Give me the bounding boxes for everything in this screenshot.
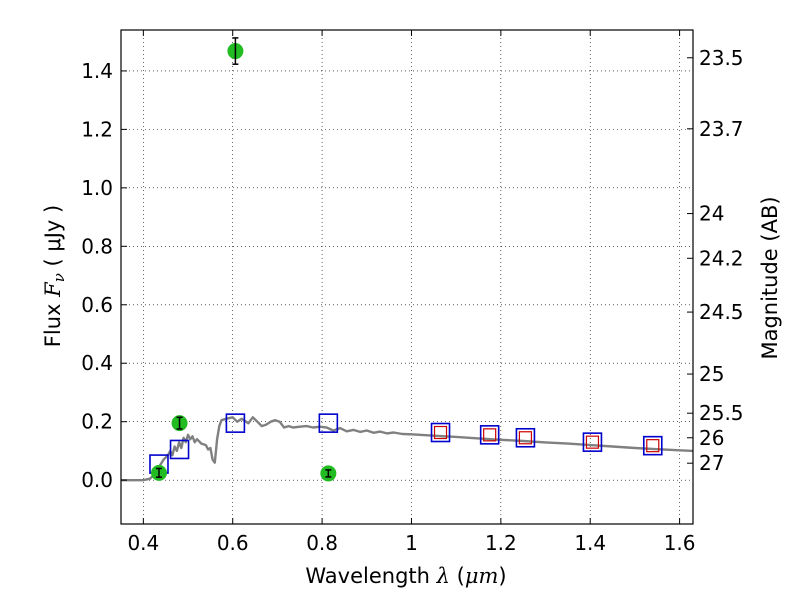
- x-tick-label: 0.6: [217, 531, 249, 555]
- y-tick-label: 0.4: [81, 351, 113, 375]
- model-photometry-square: [515, 427, 536, 448]
- model-photometry-square: [642, 435, 663, 456]
- y-tick-label: 1.2: [81, 117, 113, 141]
- magnitude-tick-label: 23.5: [699, 46, 744, 70]
- model-photometry-inner-square: [646, 439, 660, 453]
- model-photometry-inner-square: [483, 428, 497, 442]
- magnitude-tick-label: 24.5: [699, 300, 744, 324]
- y-axis-title: Flux Fν ( μJy ): [41, 205, 68, 347]
- grid: [121, 30, 693, 524]
- magnitude-tick-label: 25: [699, 362, 724, 386]
- model-photometry-square: [430, 422, 451, 443]
- magnitude-tick-label: 24.2: [699, 246, 744, 270]
- magnitude-tick-label: 25.5: [699, 401, 744, 425]
- y-tick-label: 0.6: [81, 293, 113, 317]
- x-tick-label: 0.4: [127, 531, 159, 555]
- model-photometry-square: [318, 413, 339, 433]
- x-tick-label: 1.4: [574, 531, 606, 555]
- x-tick-label: 1.6: [664, 531, 696, 555]
- model-photometry-square: [479, 425, 500, 445]
- model-photometry-square: [169, 439, 190, 460]
- magnitude-tick-label: 27: [699, 451, 724, 475]
- x-axis-title: Wavelength λ (μm): [305, 564, 506, 588]
- sed-model-path: [121, 416, 694, 482]
- y-tick-label: 0.0: [81, 468, 113, 492]
- y2-axis-title: Magnitude (AB): [758, 196, 782, 359]
- model-photometry-inner-square: [585, 435, 600, 449]
- magnitude-tick-label: 24: [699, 202, 724, 226]
- data-markers: [149, 37, 663, 482]
- axis-ticks: 0.4 0.6 0.8 1 1.2 1.4 1.6 0.0 0.2 0.4 0.6 0.8 1.0 1.2…: [81, 30, 744, 555]
- model-photometry-inner-square: [433, 425, 448, 440]
- y-tick-label: 1.0: [81, 176, 113, 200]
- model-photometry-square: [225, 413, 246, 433]
- model-photometry-square: [582, 432, 603, 452]
- magnitude-tick-label: 26: [699, 426, 724, 450]
- x-tick-label: 1: [405, 531, 418, 555]
- plot-frame: [120, 29, 694, 525]
- magnitude-tick-label: 23.7: [699, 117, 744, 141]
- x-tick-label: 1.2: [485, 531, 517, 555]
- x-tick-label: 0.8: [306, 531, 338, 555]
- y-tick-label: 1.4: [81, 59, 113, 83]
- sed-model-line: [121, 416, 694, 482]
- y-tick-label: 0.8: [81, 234, 113, 258]
- y-tick-label: 0.2: [81, 410, 113, 434]
- model-photometry-inner-square: [518, 431, 533, 445]
